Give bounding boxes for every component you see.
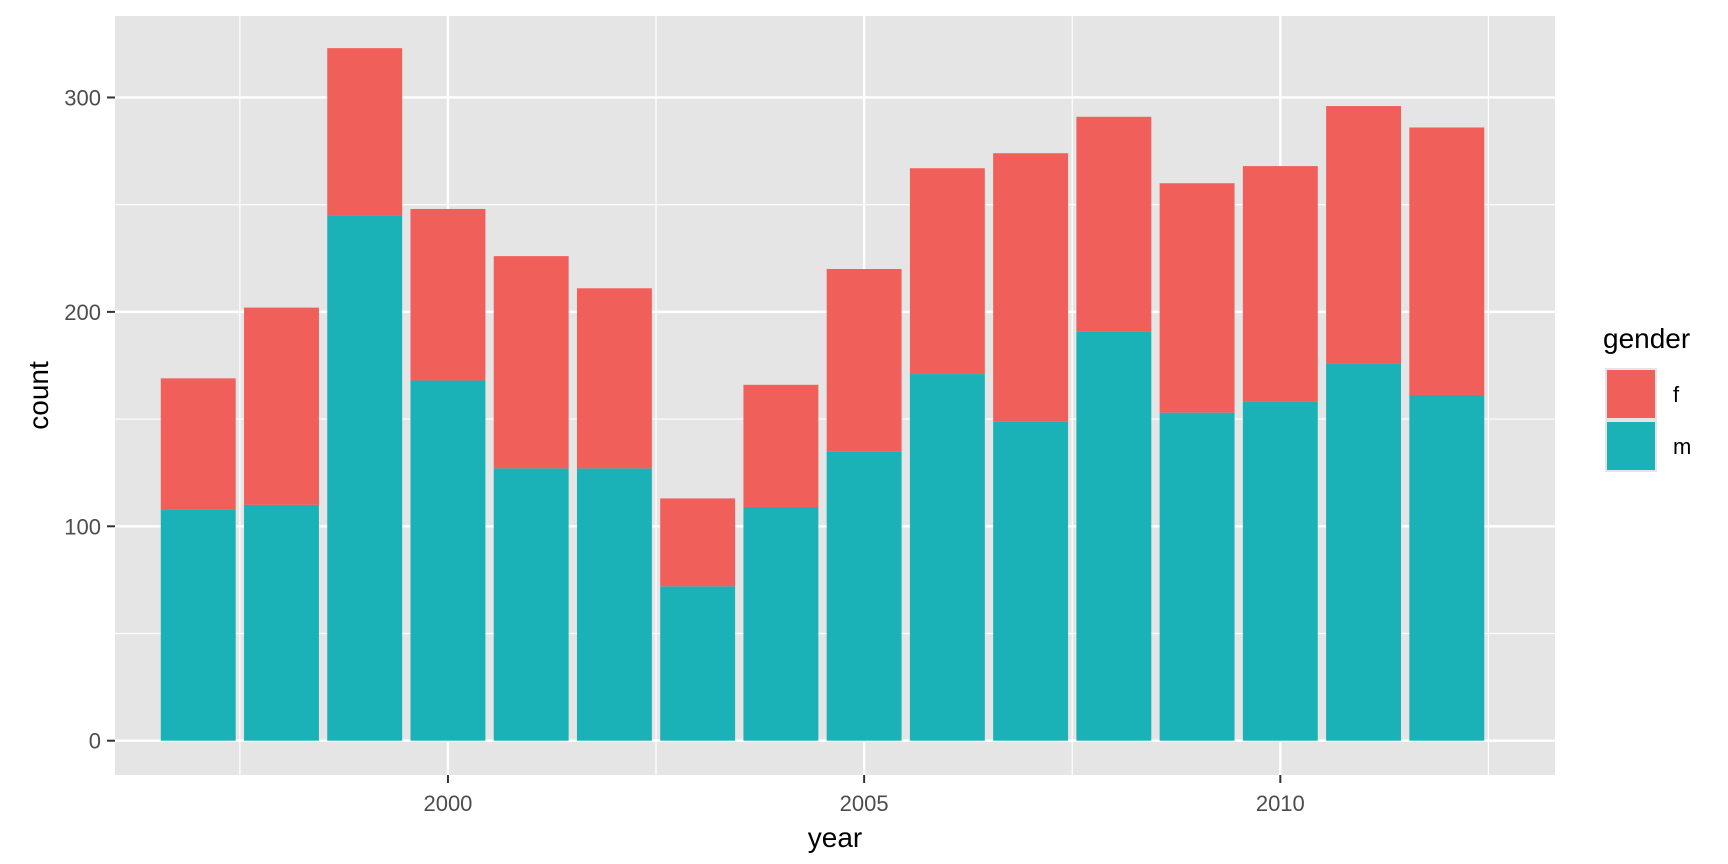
bar-f-2001	[493, 256, 569, 469]
bar-m-2000	[410, 380, 486, 741]
bars	[160, 48, 1485, 741]
x-axis-title: year	[808, 822, 862, 853]
x-tick-label: 2005	[840, 791, 889, 816]
bar-f-2000	[410, 208, 486, 381]
y-tick-label: 0	[89, 729, 101, 754]
y-tick-label: 200	[64, 300, 101, 325]
bar-f-2007	[993, 153, 1069, 422]
bar-m-2006	[909, 374, 985, 741]
bar-m-2009	[1159, 412, 1235, 741]
bar-m-2004	[743, 506, 819, 741]
x-tick-labels: 2000 2005 2010	[423, 791, 1304, 816]
legend: gender fm	[1603, 323, 1691, 472]
x-tick-label: 2010	[1256, 791, 1305, 816]
bar-f-1997	[160, 378, 236, 510]
bar-f-1998	[244, 307, 319, 505]
bar-f-2011	[1326, 106, 1402, 364]
bar-m-2010	[1242, 401, 1318, 741]
legend-key-f	[1607, 370, 1655, 418]
bar-m-2007	[993, 421, 1069, 741]
y-tick-label: 300	[64, 85, 101, 110]
legend-label-f: f	[1673, 382, 1680, 407]
bar-m-2003	[660, 586, 736, 741]
bar-m-1999	[327, 215, 403, 741]
bar-f-2009	[1159, 183, 1235, 413]
bar-m-2008	[1076, 331, 1152, 741]
x-tick-label: 2000	[423, 791, 472, 816]
bar-f-2002	[576, 288, 652, 469]
legend-title: gender	[1603, 323, 1690, 354]
bar-m-2011	[1326, 363, 1402, 741]
bar-f-2004	[743, 384, 819, 507]
bar-m-2002	[576, 468, 652, 741]
legend-keys: fm	[1605, 368, 1691, 472]
legend-label-m: m	[1673, 434, 1691, 459]
bar-m-1998	[244, 504, 319, 741]
y-tick-labels: 0 100 200 300	[64, 85, 101, 753]
bar-m-2001	[493, 468, 569, 741]
bar-f-2012	[1409, 127, 1485, 396]
bar-f-2006	[909, 168, 985, 375]
bar-m-1997	[160, 509, 236, 741]
bar-f-2008	[1076, 116, 1152, 332]
y-tick-label: 100	[64, 514, 101, 539]
bar-m-2012	[1409, 395, 1485, 741]
legend-key-m	[1607, 422, 1655, 470]
bar-f-2003	[660, 498, 736, 587]
bar-m-2005	[826, 451, 902, 741]
axis-ticks	[107, 96, 1282, 783]
y-axis-title: count	[23, 361, 54, 430]
bar-f-2010	[1242, 166, 1318, 402]
bar-f-2005	[826, 269, 902, 452]
bar-f-1999	[327, 48, 403, 216]
